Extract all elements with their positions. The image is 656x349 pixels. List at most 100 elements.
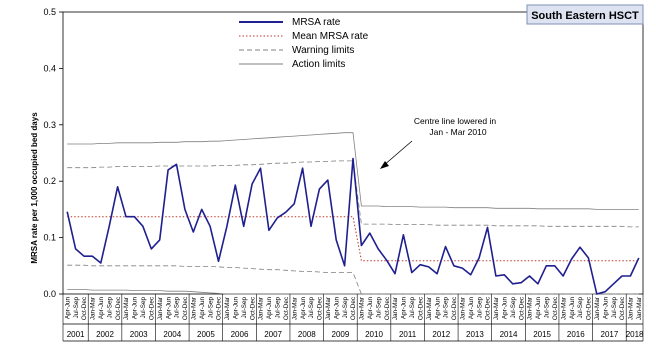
year-label: 2002 — [96, 330, 114, 339]
x-tick-label: Jan-Mar — [493, 297, 500, 320]
year-label: 2017 — [601, 330, 619, 339]
x-tick-label: Jul-Sep — [476, 297, 483, 319]
x-tick-label: Jan-Mar — [560, 297, 567, 320]
x-tick-label: Jul-Sep — [443, 297, 450, 319]
y-tick-label: 0.1 — [43, 233, 56, 243]
year-label: 2015 — [533, 330, 551, 339]
x-tick-label: Jan-Mar — [460, 297, 467, 320]
legend-label-warning: Warning limits — [292, 45, 354, 56]
year-label: 2016 — [567, 330, 585, 339]
x-tick-label: Apr-Jun — [98, 297, 105, 320]
x-tick-label: Jul-Sep — [275, 297, 282, 319]
x-tick-label: Apr-Jun — [569, 297, 576, 320]
y-tick-label: 0.0 — [43, 289, 56, 299]
x-tick-label: Apr-Jun — [165, 297, 172, 320]
x-tick-label: Jul-Sep — [241, 297, 248, 319]
x-tick-label: Jul-Sep — [409, 297, 416, 319]
year-label: 2012 — [432, 330, 450, 339]
x-tick-label: Oct-Dec — [485, 297, 492, 320]
x-tick-label: Apr-Jun — [367, 297, 374, 320]
x-tick-label: Jan-Mar — [90, 297, 97, 320]
x-tick-label: Oct-Dec — [518, 297, 525, 320]
legend-label-mean: Mean MRSA rate — [292, 31, 369, 42]
x-tick-label: Apr-Jun — [233, 297, 240, 320]
year-label: 2004 — [163, 330, 181, 339]
x-tick-label: Jan-Mar — [224, 297, 231, 320]
x-tick-label: Jan-Mar — [325, 297, 332, 320]
x-tick-label: Apr-Jun — [64, 297, 71, 320]
year-label: 2007 — [264, 330, 282, 339]
trust-badge: South Eastern HSCT — [526, 4, 644, 25]
series-line-action-limits-upper — [67, 132, 639, 210]
year-label: 2018 — [626, 330, 644, 339]
x-tick-label: Jul-Sep — [375, 297, 382, 319]
x-tick-label: Oct-Dec — [149, 297, 156, 320]
year-label: 2010 — [365, 330, 383, 339]
x-tick-label: Jan-Mar — [123, 297, 130, 320]
x-tick-label: Apr-Jun — [199, 297, 206, 320]
badge-label: South Eastern HSCT — [531, 10, 639, 22]
year-label: 2008 — [298, 330, 316, 339]
series-line-warning-limits-upper — [67, 160, 639, 228]
legend: MRSA rate Mean MRSA rate Warning limits … — [239, 17, 369, 70]
x-tick-label: Jan-Mar — [157, 297, 164, 320]
series-line-mean-mrsa-rate — [67, 216, 639, 262]
x-tick-label: Apr-Jun — [602, 297, 609, 320]
x-tick-label: Oct-Dec — [216, 297, 223, 320]
x-tick-label: Apr-Jun — [132, 297, 139, 320]
x-tick-label: Apr-Jun — [300, 297, 307, 320]
x-tick-label: Oct-Dec — [249, 297, 256, 320]
annotation-arrow-head — [380, 161, 389, 169]
x-tick-label: Apr-Jun — [502, 297, 509, 320]
x-tick-label: Jan-Mar — [291, 297, 298, 320]
x-tick-label: Oct-Dec — [350, 297, 357, 320]
x-tick-label: Jan-Mar — [636, 297, 643, 320]
x-tick-label: Oct-Dec — [81, 297, 88, 320]
series-layer — [66, 132, 640, 295]
x-tick-label: Oct-Dec — [283, 297, 290, 320]
x-tick-label: Oct-Dec — [586, 297, 593, 320]
year-label: 2003 — [130, 330, 148, 339]
badge-box — [526, 4, 644, 25]
year-label: 2006 — [231, 330, 249, 339]
x-tick-label: Jan-Mar — [359, 297, 366, 320]
annotation-line-2: Jan - Mar 2010 — [429, 127, 486, 137]
annotation: Centre line lowered in Jan - Mar 2010 — [380, 116, 496, 169]
y-tick-label: 0.2 — [43, 176, 56, 186]
legend-label-mrsa-rate: MRSA rate — [292, 17, 341, 28]
x-tick-label: Oct-Dec — [619, 297, 626, 320]
year-label: 2009 — [332, 330, 350, 339]
year-label: 2011 — [399, 330, 417, 339]
year-label: 2001 — [67, 330, 85, 339]
year-label: 2014 — [500, 330, 518, 339]
y-tick-label: 0.5 — [43, 7, 56, 17]
x-tick-label: Jul-Sep — [106, 297, 113, 319]
x-tick-label: Jul-Sep — [308, 297, 315, 319]
x-tick-label: Jan-Mar — [258, 297, 265, 320]
x-tick-label: Jul-Sep — [544, 297, 551, 319]
x-tick-label: Jan-Mar — [191, 297, 198, 320]
x-tick-label: Jul-Sep — [577, 297, 584, 319]
x-tick-label: Jan-Mar — [426, 297, 433, 320]
x-tick-label: Jul-Sep — [73, 297, 80, 319]
y-axis-label: MRSA rate per 1,000 occupied bed days — [30, 112, 39, 264]
x-tick-label: Jul-Sep — [140, 297, 147, 319]
x-tick-label: Oct-Dec — [384, 297, 391, 320]
x-tick-label: Jul-Sep — [174, 297, 181, 319]
legend-label-action: Action limits — [292, 59, 345, 70]
x-tick-label: Oct-Dec — [115, 297, 122, 320]
x-tick-label: Oct-Dec — [182, 297, 189, 320]
x-tick-label: Jul-Sep — [207, 297, 214, 319]
x-tick-label: Apr-Jun — [333, 297, 340, 320]
year-label: 2013 — [466, 330, 484, 339]
x-tick-label: Apr-Jun — [535, 297, 542, 320]
x-axis: Apr-Jun Jul-Sep Oct-Dec Jan-Mar Apr-Jun Jul-S… — [62, 294, 644, 342]
series-line-action-limits-lower — [67, 289, 639, 295]
x-tick-label: Jan-Mar — [527, 297, 534, 320]
x-tick-label: Apr-Jun — [266, 297, 273, 320]
x-tick-label: Jan-Mar — [594, 297, 601, 320]
year-label: 2005 — [197, 330, 215, 339]
x-tick-label: Apr-Jun — [468, 297, 475, 320]
x-tick-label: Jul-Sep — [510, 297, 517, 319]
